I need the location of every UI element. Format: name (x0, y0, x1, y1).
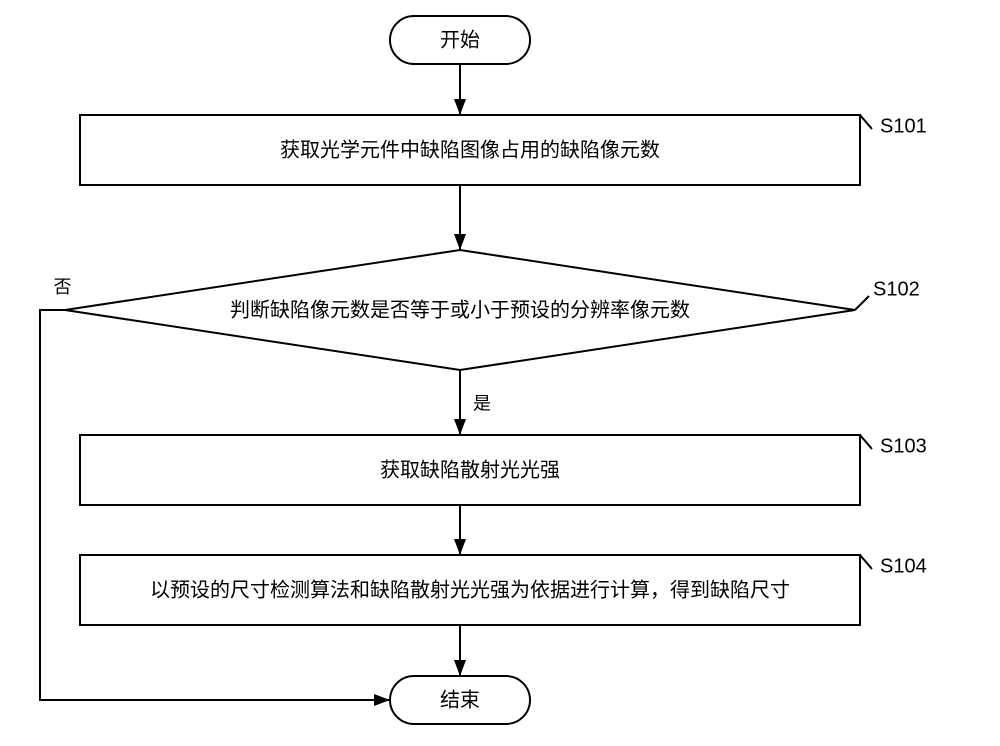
process-s103: 获取缺陷散射光光强 S103 (80, 435, 927, 505)
process-s103-label: 获取缺陷散射光光强 (380, 458, 560, 481)
decision-s102: 判断缺陷像元数是否等于或小于预设的分辨率像元数 S102 (65, 250, 920, 370)
branch-yes-label: 是 (473, 393, 491, 413)
process-s104-label: 以预设的尺寸检测算法和缺陷散射光光强为依据进行计算，得到缺陷尺寸 (150, 578, 790, 601)
decision-s102-label: 判断缺陷像元数是否等于或小于预设的分辨率像元数 (230, 298, 690, 321)
start-terminal-label: 开始 (440, 28, 480, 51)
step-tag-s102: S102 (873, 278, 920, 300)
start-terminal: 开始 (390, 16, 530, 64)
process-s101: 获取光学元件中缺陷图像占用的缺陷像元数 S101 (80, 115, 927, 185)
process-s104: 以预设的尺寸检测算法和缺陷散射光光强为依据进行计算，得到缺陷尺寸 S104 (80, 555, 927, 625)
process-s101-label: 获取光学元件中缺陷图像占用的缺陷像元数 (280, 138, 660, 161)
end-terminal-label: 结束 (440, 688, 480, 711)
step-tag-s104: S104 (880, 555, 927, 577)
step-tag-s101: S101 (880, 115, 927, 137)
branch-no-label: 否 (54, 277, 72, 297)
end-terminal: 结束 (390, 676, 530, 724)
step-tag-s103: S103 (880, 435, 927, 457)
